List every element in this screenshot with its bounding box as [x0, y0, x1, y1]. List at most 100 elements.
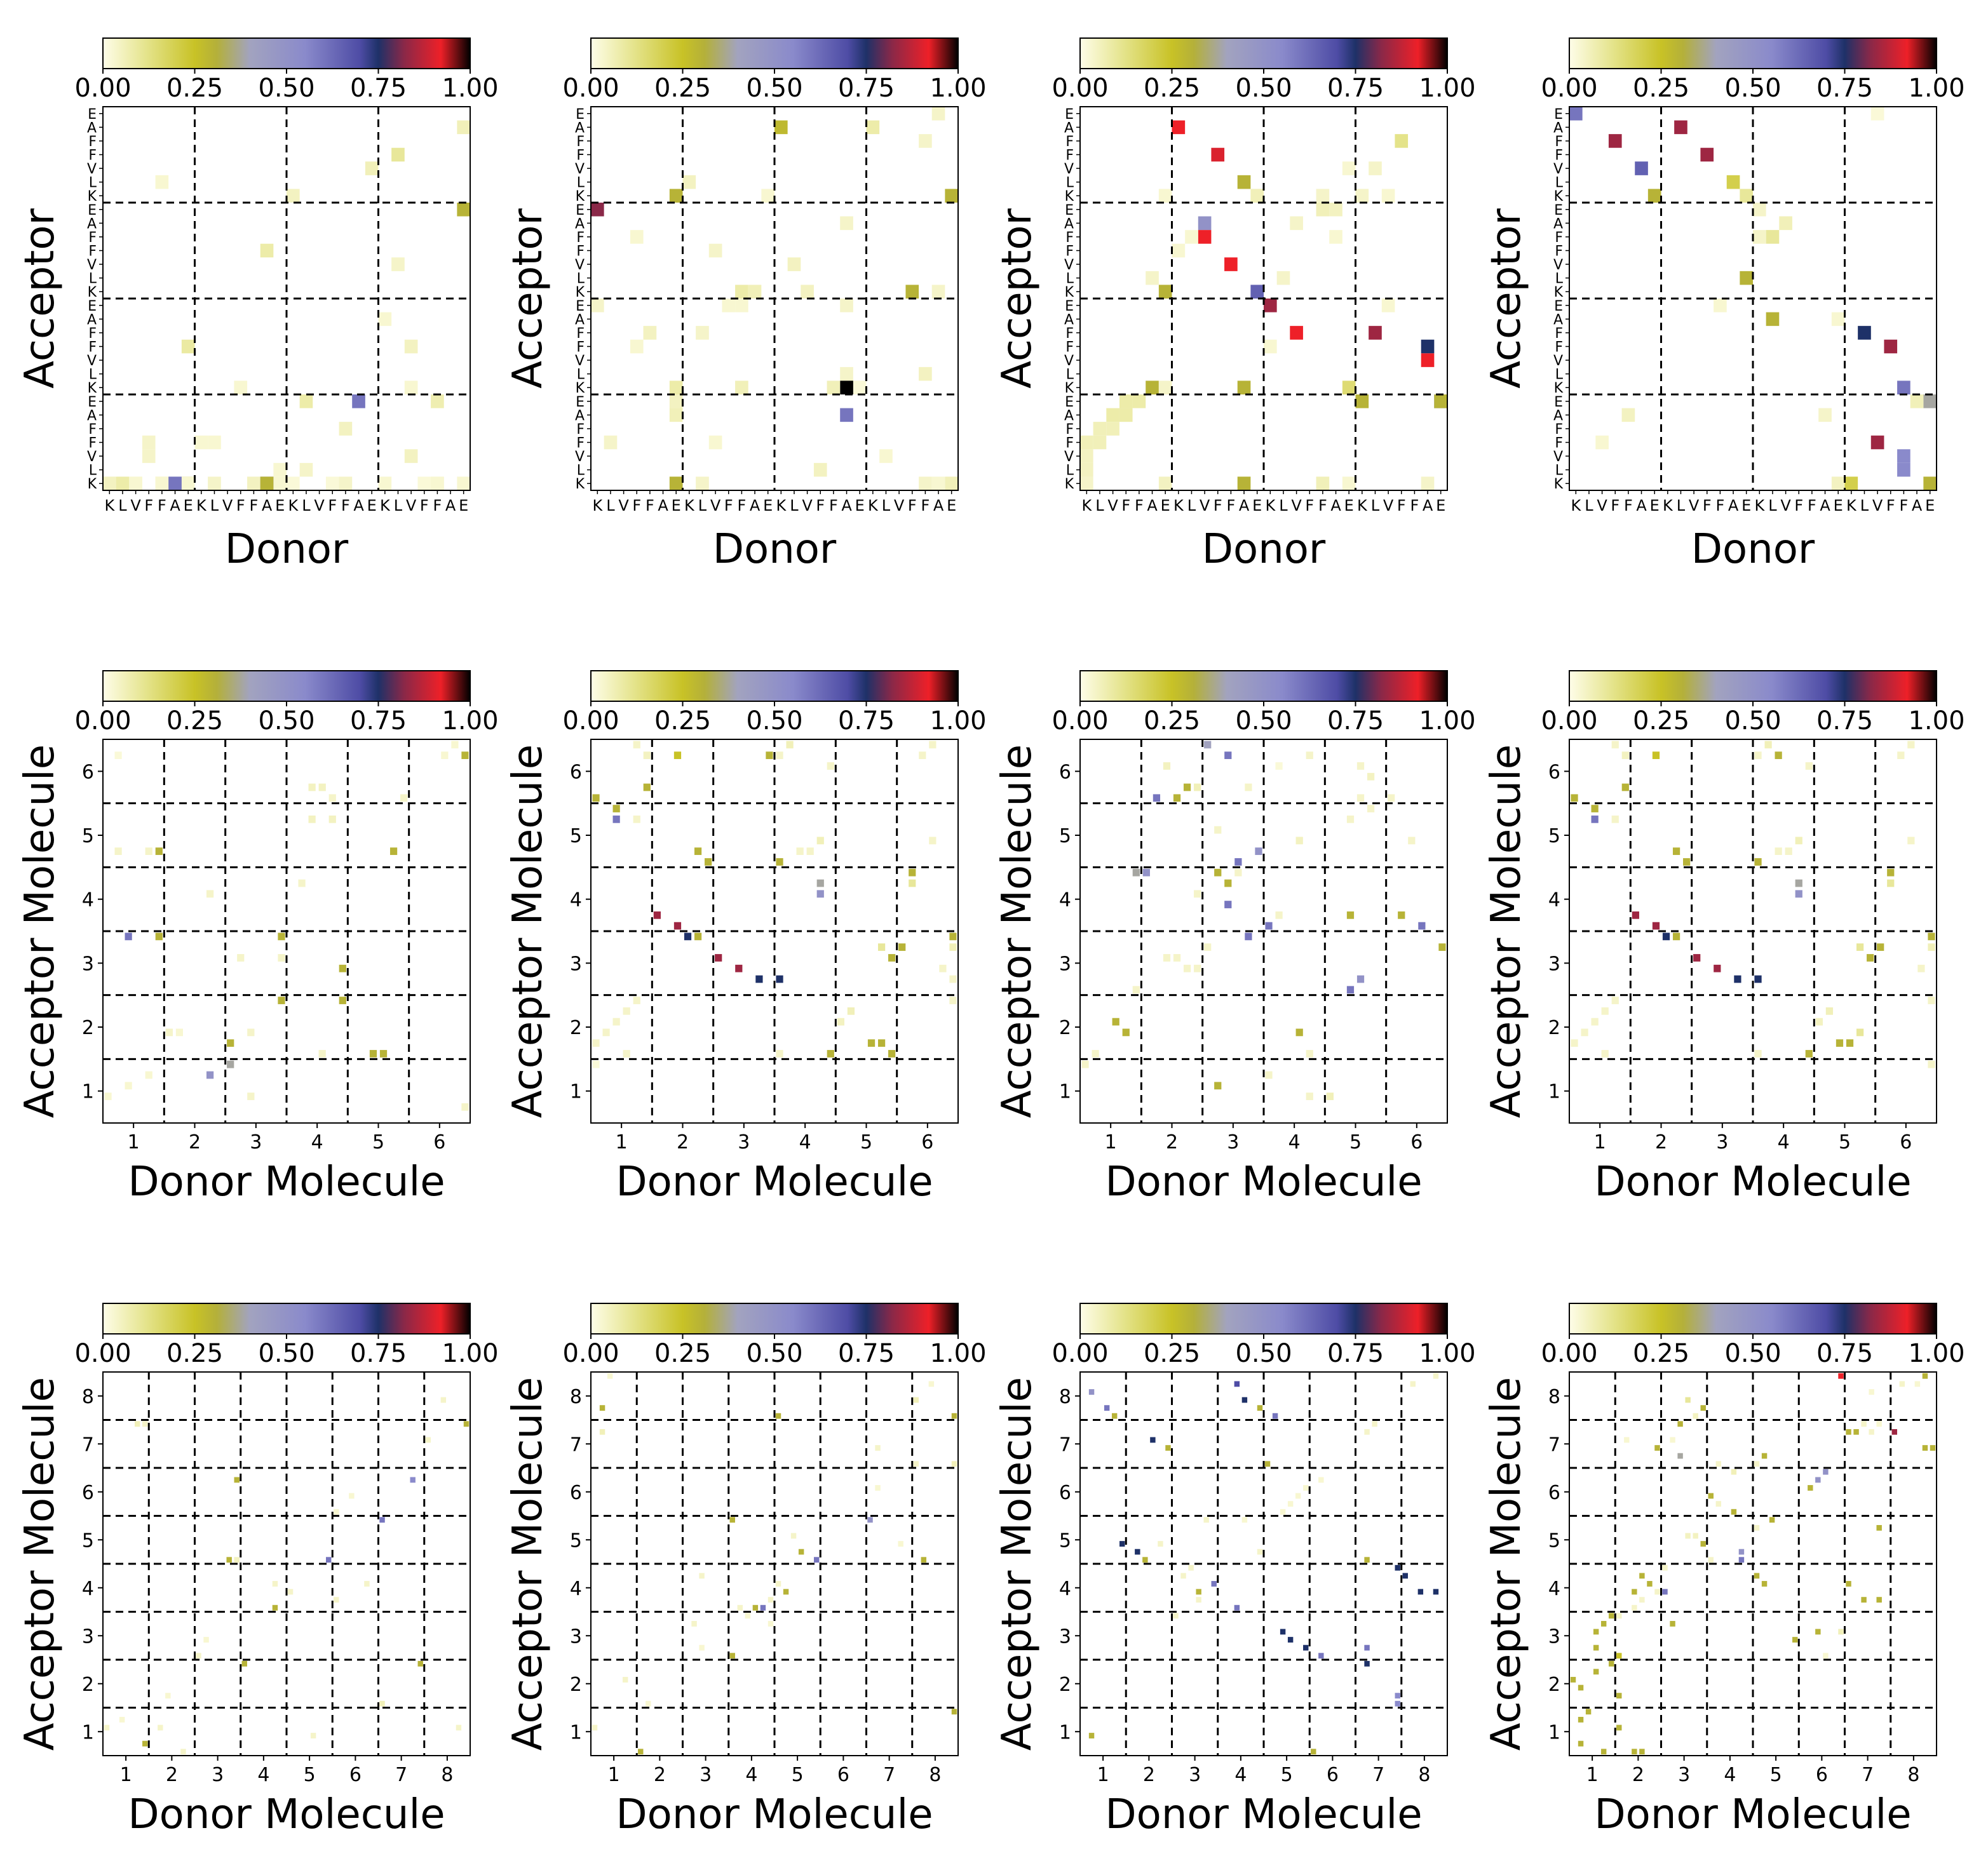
y-tick-label: K — [1554, 189, 1564, 205]
heatmap-cell — [931, 107, 945, 121]
heatmap-cell — [1600, 1749, 1607, 1755]
heatmap-cell — [1591, 815, 1599, 823]
heatmap-cell — [604, 435, 618, 450]
heatmap-cell — [1595, 435, 1609, 450]
heatmap-cell — [114, 847, 122, 856]
heatmap-cell — [1876, 1421, 1882, 1427]
x-tick-label: 1 — [1105, 1131, 1117, 1153]
heatmap-cell — [1224, 901, 1232, 908]
heatmap-cell — [1621, 783, 1629, 791]
y-tick-label: F — [88, 134, 97, 150]
y-axis-label: Acceptor — [504, 208, 551, 389]
heatmap-cell — [1237, 380, 1251, 394]
heatmap-cell — [168, 476, 182, 490]
heatmap-cell — [1433, 1373, 1439, 1379]
colorbar-tick-label: 0.75 — [1816, 1339, 1873, 1368]
y-tick-label: 5 — [1059, 1530, 1071, 1552]
heatmap-cell — [913, 1397, 919, 1403]
heatmap-cell — [1754, 858, 1762, 866]
heatmap-cell — [1287, 1637, 1294, 1643]
heatmap-cell — [1887, 868, 1895, 877]
heatmap-cell — [1295, 1028, 1303, 1037]
y-tick-label: 3 — [1548, 953, 1560, 975]
heatmap-cell — [592, 1060, 600, 1068]
heatmap-cell — [696, 326, 709, 340]
x-tick-label: V — [1200, 497, 1210, 514]
heatmap-cell — [241, 1660, 247, 1667]
heatmap-cell — [840, 216, 853, 231]
heatmap-cell — [840, 366, 853, 381]
heatmap-cell — [278, 997, 285, 1004]
heatmap-cell — [181, 339, 195, 354]
y-tick-label: E — [576, 394, 585, 410]
colorbar-tick-label: 0.50 — [746, 1339, 802, 1368]
heatmap-cell — [951, 1709, 957, 1715]
heatmap-panel-9: 0.00 0.25 0.50 0.75 1.00 1 1 2 2 3 3 4 4 5 5 6 6 7 7 8 8 Dono… — [17, 1303, 499, 1838]
x-tick-label: K — [196, 497, 207, 514]
heatmap-cell — [1356, 794, 1365, 802]
y-tick-label: 5 — [1548, 1530, 1560, 1552]
x-tick-label: 6 — [1327, 1764, 1339, 1786]
y-tick-label: 4 — [1548, 1578, 1560, 1600]
x-tick-label: K — [592, 497, 603, 514]
x-tick-label: 2 — [654, 1764, 666, 1786]
heatmap-cell — [691, 1620, 697, 1627]
heatmap-cell — [145, 1071, 152, 1079]
plot-frame — [1569, 1371, 1937, 1756]
y-tick-label: 7 — [1548, 1434, 1560, 1456]
heatmap-cell — [787, 257, 801, 271]
heatmap-cell — [669, 408, 683, 422]
heatmap-cell — [457, 120, 470, 135]
y-tick-label: L — [577, 367, 585, 383]
y-tick-label: 4 — [1059, 1578, 1071, 1600]
y-tick-label: V — [87, 353, 97, 369]
heatmap-cell — [931, 476, 945, 490]
heatmap-cell — [1194, 964, 1201, 972]
heatmap-cell — [761, 189, 774, 203]
plot-frame — [102, 739, 471, 1124]
y-tick-label: 3 — [82, 953, 94, 975]
heatmap-cell — [1265, 1071, 1273, 1079]
x-tick-label: V — [1597, 497, 1607, 514]
heatmap-cell — [1858, 326, 1871, 340]
x-tick-label: 1 — [1586, 1764, 1599, 1786]
x-tick-label: A — [658, 497, 668, 514]
x-tick-label: F — [249, 497, 258, 514]
heatmap-cell — [1923, 476, 1937, 490]
heatmap-cell — [1891, 1429, 1897, 1435]
heatmap-cell — [1346, 815, 1355, 823]
x-tick-label: F — [1135, 497, 1144, 514]
heatmap-panel-6: 0.00 0.25 0.50 0.75 1.00 1 1 2 2 3 3 4 4 5 5 6 6 Donor Mo… — [504, 670, 987, 1206]
heatmap-cell — [1421, 339, 1435, 354]
heatmap-cell — [1417, 1589, 1424, 1595]
y-tick-label: V — [575, 161, 585, 177]
heatmap-cell — [806, 847, 814, 856]
heatmap-cell — [1611, 815, 1619, 823]
heatmap-panel-11: 0.00 0.25 0.50 0.75 1.00 1 1 2 2 3 3 4 4 5 5 6 6 7 7 8 8 Dono… — [994, 1303, 1476, 1838]
heatmap-cell — [1861, 1597, 1867, 1603]
heatmap-cell — [1761, 1453, 1768, 1459]
heatmap-cell — [1616, 1653, 1622, 1659]
heatmap-cell — [339, 422, 353, 436]
heatmap-cell — [142, 1421, 148, 1427]
y-tick-label: F — [576, 134, 585, 150]
x-tick-label: E — [1925, 497, 1935, 514]
heatmap-cell — [457, 476, 470, 490]
colorbar-tick-label: 0.75 — [838, 1339, 895, 1368]
colorbar-tick-label: 0.50 — [258, 74, 314, 103]
heatmap-cell — [1342, 380, 1356, 394]
heatmap-cell — [1122, 1028, 1130, 1037]
heatmap-cell — [1135, 1549, 1140, 1555]
heatmap-cell — [1381, 299, 1395, 313]
heatmap-cell — [1421, 353, 1435, 367]
x-tick-label: F — [144, 497, 153, 514]
heatmap-cell — [125, 932, 132, 941]
heatmap-cell — [708, 435, 722, 450]
y-tick-label: K — [1554, 380, 1564, 396]
heatmap-cell — [776, 1050, 783, 1058]
y-axis-label: Acceptor Molecule — [504, 1377, 551, 1751]
colorbar-tick-label: 1.00 — [1419, 1339, 1475, 1368]
y-tick-label: 7 — [1059, 1434, 1071, 1456]
heatmap-cell — [1624, 1437, 1630, 1443]
heatmap-cell — [1163, 954, 1171, 962]
